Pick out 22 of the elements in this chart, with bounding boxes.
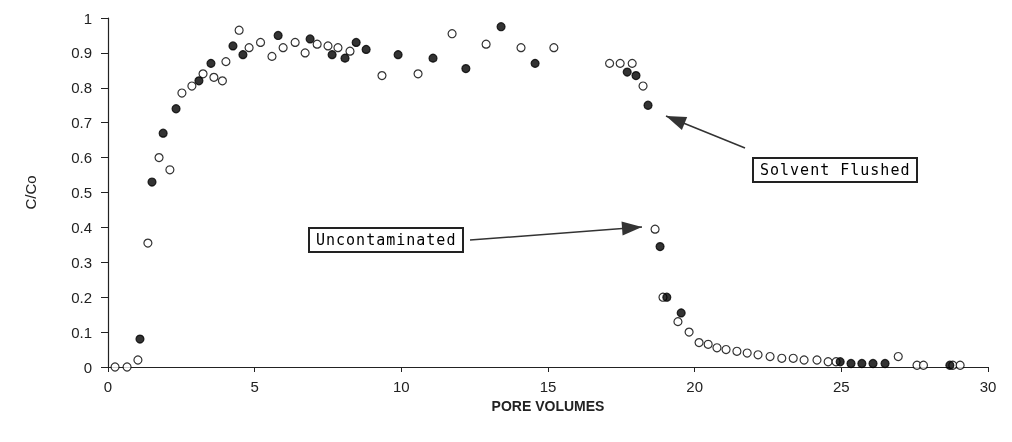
x-axis-title: PORE VOLUMES bbox=[491, 398, 605, 414]
y-tick-label: 0.2 bbox=[71, 288, 92, 306]
y-tick-label: 0.8 bbox=[71, 79, 92, 97]
y-tick-label: 0.9 bbox=[71, 44, 92, 62]
y-axis-title: C/Co bbox=[22, 175, 39, 210]
y-tick-label: 1 bbox=[83, 9, 92, 27]
y-tick-label: 0.1 bbox=[71, 323, 92, 341]
annotation: Uncontaminated bbox=[308, 227, 465, 253]
y-tick-label: 0.4 bbox=[71, 218, 92, 236]
x-tick-label: 25 bbox=[832, 378, 850, 395]
y-tick-label: 0.5 bbox=[71, 184, 92, 201]
x-tick-label: 0 bbox=[103, 378, 113, 395]
y-tick-label: 0.6 bbox=[71, 149, 92, 167]
y-tick-label: 0.3 bbox=[71, 253, 92, 271]
annotation: Solvent Flushed bbox=[752, 157, 919, 183]
x-tick-label: 5 bbox=[250, 378, 259, 395]
x-tick-label: 20 bbox=[686, 378, 704, 395]
y-tick-label: 0 bbox=[83, 358, 92, 376]
x-tick-label: 15 bbox=[539, 378, 557, 395]
x-tick-label: 30 bbox=[979, 378, 997, 395]
x-tick-label: 10 bbox=[392, 378, 410, 395]
y-tick-label: 0.7 bbox=[71, 114, 92, 132]
